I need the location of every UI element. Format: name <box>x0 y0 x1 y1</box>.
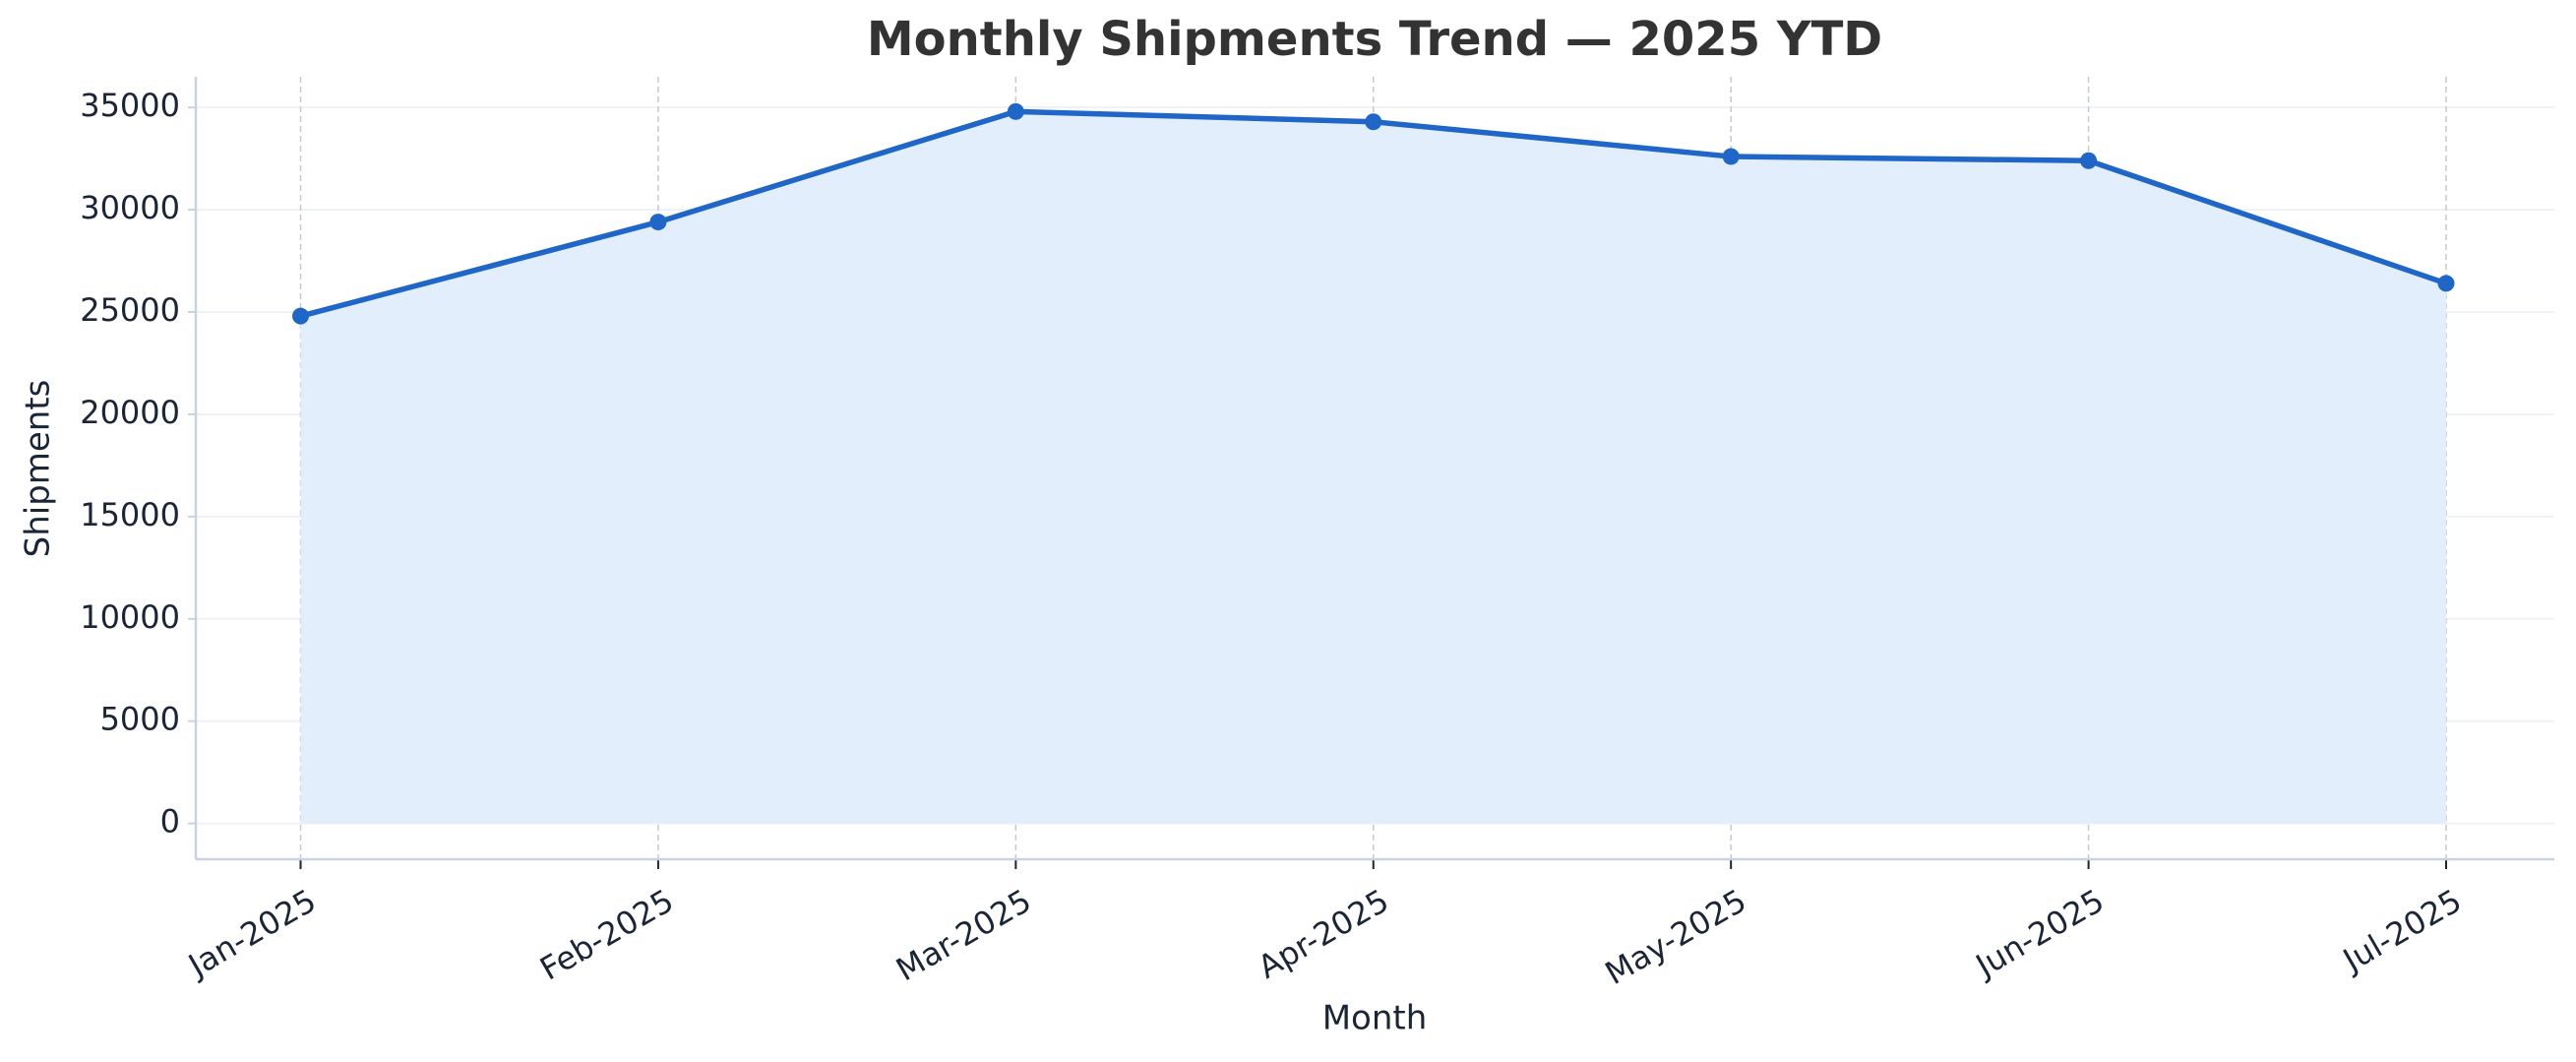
point <box>292 307 309 325</box>
x-axis-label: Month <box>1322 999 1428 1038</box>
x-tick-label: Jul-2025 <box>2335 882 2468 980</box>
point <box>1722 148 1740 165</box>
y-tick-label: 35000 <box>80 87 180 124</box>
y-tick-label: 15000 <box>80 496 180 533</box>
y-tick-label: 20000 <box>80 394 180 431</box>
x-tick-label: Jan-2025 <box>181 882 323 985</box>
x-tick-label: Feb-2025 <box>533 882 680 988</box>
y-axis-label: Shipments <box>19 380 58 558</box>
point <box>649 214 667 231</box>
point <box>2080 152 2098 169</box>
y-tick-label: 10000 <box>80 598 180 636</box>
x-tick-label: Mar-2025 <box>889 882 1037 989</box>
y-tick-label: 30000 <box>80 189 180 226</box>
x-tick-label: Apr-2025 <box>1252 882 1395 986</box>
y-tick-label: 25000 <box>80 291 180 329</box>
point <box>1365 113 1382 131</box>
x-tick-label: May-2025 <box>1599 882 1752 992</box>
y-tick-label: 0 <box>160 803 180 841</box>
area <box>300 111 2446 824</box>
point <box>1007 102 1024 120</box>
y-tick-label: 5000 <box>100 701 180 738</box>
chart-title: Monthly Shipments Trend — 2025 YTD <box>867 12 1882 67</box>
point <box>2437 275 2455 292</box>
x-tick-label: Jun-2025 <box>1968 882 2111 985</box>
